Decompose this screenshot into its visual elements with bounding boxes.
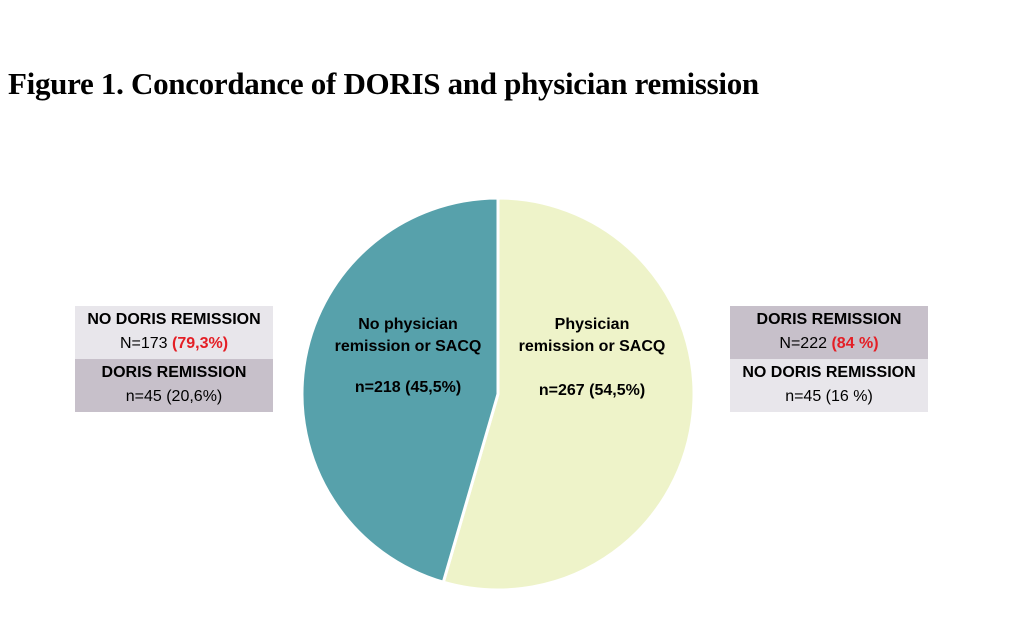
pie-slice-label-line: remission or SACQ bbox=[518, 338, 666, 355]
annotation-box-no-doris-remission-right: NO DORIS REMISSION n=45 (16 %) bbox=[730, 359, 928, 412]
annotation-box-doris-remission-left: DORIS REMISSION n=45 (20,6%) bbox=[75, 359, 273, 412]
annotation-label: NO DORIS REMISSION bbox=[742, 364, 916, 381]
annotation-label: DORIS REMISSION bbox=[756, 311, 902, 328]
figure-title: Figure 1. Concordance of DORIS and physi… bbox=[8, 66, 759, 101]
annotation-label: DORIS REMISSION bbox=[101, 364, 247, 381]
pie-slice-value-no-physician-remission: n=218 (45,5%) bbox=[354, 379, 462, 396]
pie-slice-no-physician-remission bbox=[300, 196, 500, 584]
annotation-box-no-doris-remission-left: NO DORIS REMISSION N=173 (79,3%) bbox=[75, 306, 273, 359]
pie-slice-physician-remission bbox=[441, 196, 696, 592]
annotation-label: NO DORIS REMISSION bbox=[87, 311, 261, 328]
pie-slice-label-line: Physician bbox=[554, 316, 630, 333]
pie-slice-label-no-physician-remission: No physician remission or SACQ bbox=[322, 314, 494, 358]
annotation-box-doris-remission-right: DORIS REMISSION N=222 (84 %) bbox=[730, 306, 928, 359]
annotation-value-n: n=45 (20,6%) bbox=[125, 388, 223, 405]
right-annotation-stack: DORIS REMISSION N=222 (84 %) NO DORIS RE… bbox=[730, 306, 928, 412]
annotation-value-n: n=45 (16 %) bbox=[785, 388, 873, 405]
pie-slice-value-physician-remission: n=267 (54,5%) bbox=[538, 382, 646, 399]
annotation-value: n=45 (16 %) bbox=[730, 385, 928, 409]
pie-slice-label-line: remission or SACQ bbox=[334, 338, 482, 355]
pie-slice-label-line: No physician bbox=[358, 316, 458, 333]
annotation-value: N=173 (79,3%) bbox=[75, 332, 273, 356]
annotation-value-n: N=222 bbox=[779, 335, 832, 352]
annotation-value: n=45 (20,6%) bbox=[75, 385, 273, 409]
left-annotation-stack: NO DORIS REMISSION N=173 (79,3%) DORIS R… bbox=[75, 306, 273, 412]
annotation-value-percent-highlight: (79,3%) bbox=[172, 335, 229, 352]
annotation-value-n: N=173 bbox=[119, 335, 172, 352]
pie-chart bbox=[300, 196, 696, 592]
annotation-value: N=222 (84 %) bbox=[730, 332, 928, 356]
annotation-value-percent-highlight: (84 %) bbox=[831, 335, 879, 352]
pie-slice-label-physician-remission: Physician remission or SACQ bbox=[506, 314, 678, 358]
